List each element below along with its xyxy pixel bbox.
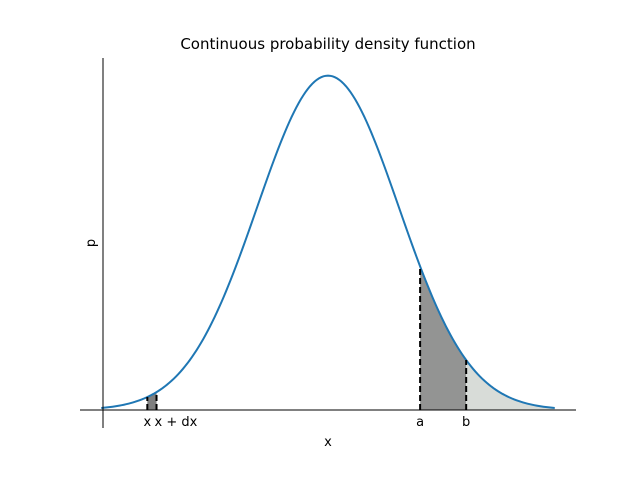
pdf-curve xyxy=(101,74,555,409)
shaded-region-2 xyxy=(420,266,467,410)
x-tick-labels: x x + dx a b xyxy=(143,415,470,430)
boundary-lines xyxy=(146,266,468,410)
chart-title: Continuous probability density function xyxy=(180,35,475,53)
y-axis-label: p xyxy=(84,239,99,247)
tick-label-4: b xyxy=(462,415,470,430)
shaded-region-3 xyxy=(466,360,555,410)
tick-label-1: x xyxy=(143,415,151,430)
tick-label-3: a xyxy=(416,415,424,430)
x-axis-label: x xyxy=(324,435,332,450)
tick-label-2: x + dx xyxy=(155,415,198,430)
